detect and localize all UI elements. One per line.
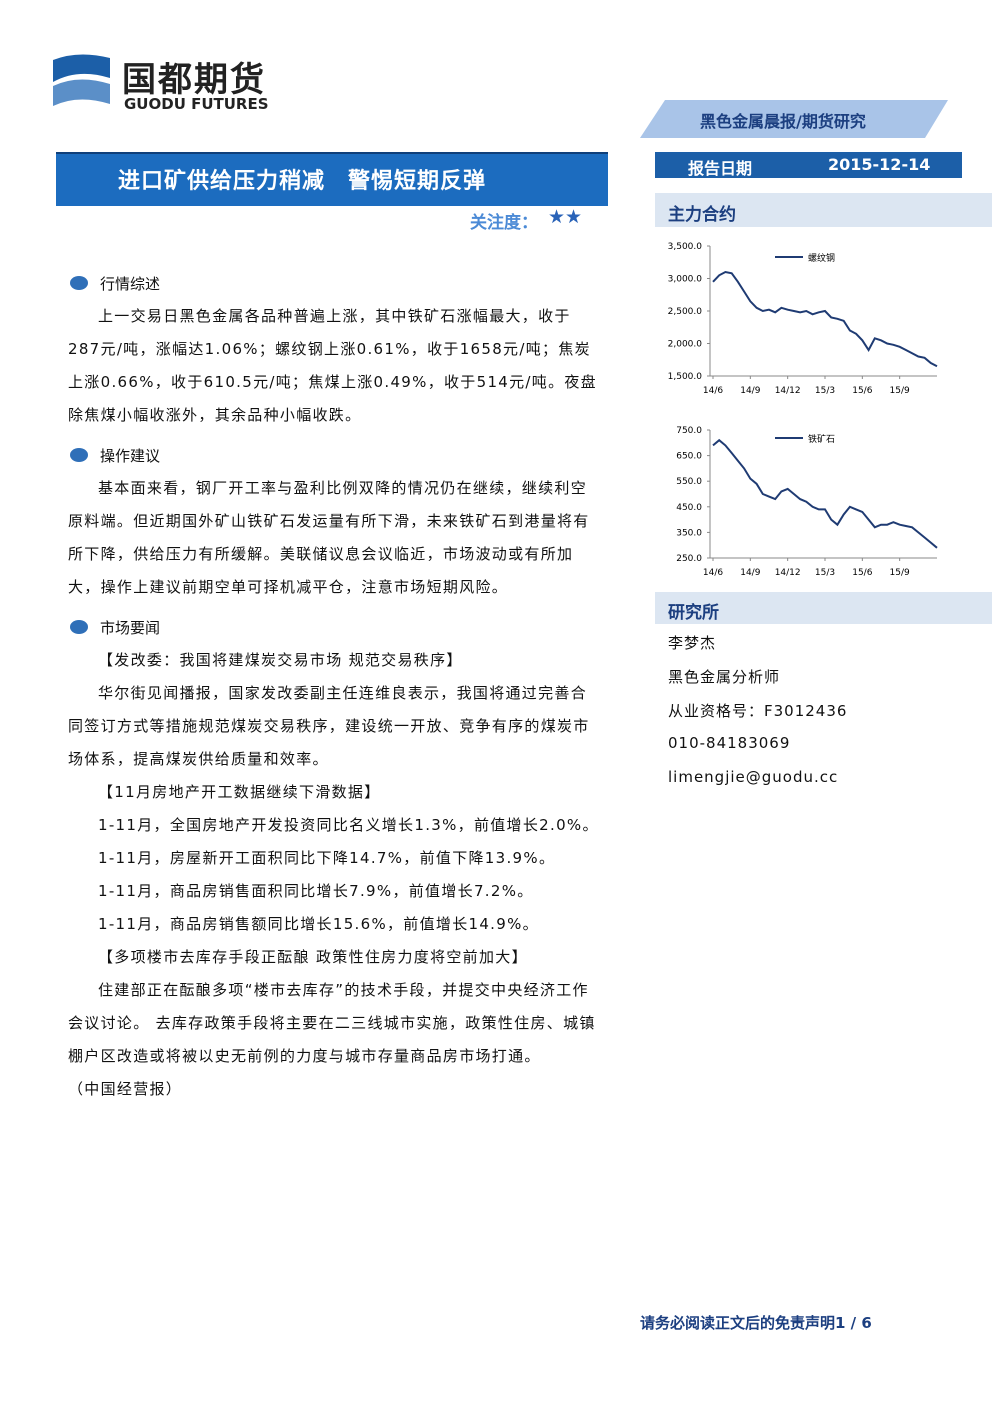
report-type: 黑色金属晨报/期货研究 [700, 112, 866, 131]
attention-label: 关注度： [470, 213, 538, 233]
paragraph: 1-11月，房屋新开工面积同比下降14.7%，前值下降13.9%。 [98, 849, 556, 867]
heading-bar [655, 193, 992, 227]
line-series [712, 438, 938, 549]
paragraph: 基本面来看，钢厂开工率与盈利比例双降的情况仍在继续，继续利空原料端。但近期国外矿… [68, 479, 590, 596]
y-tick-label: 2,000.0 [668, 340, 703, 350]
paragraph: 1-11月，商品房销售额同比增长15.6%，前值增长14.9%。 [98, 915, 539, 933]
analyst-line: 李梦杰 [668, 634, 717, 652]
x-tick-label: 14/6 [703, 386, 723, 396]
legend-label: 螺纹钢 [808, 252, 835, 264]
date-label: 报告日期 [688, 159, 753, 178]
logo-mark [53, 54, 110, 106]
y-tick-label: 450.0 [676, 503, 702, 513]
stars: ★★ [548, 206, 583, 228]
section-heading-text: 操作建议 [100, 447, 161, 465]
x-tick-label: 15/9 [890, 386, 910, 396]
paragraph: 【发改委：我国将建煤炭交易市场 规范交易秩序】 [98, 651, 463, 669]
title: 进口矿供给压力稍减 警惕短期反弹 [118, 169, 487, 194]
section-heading: 行情综述 [68, 268, 600, 300]
line-series [712, 270, 938, 368]
research-heading: 研究所 [668, 603, 719, 623]
x-tick-label: 15/6 [852, 386, 872, 396]
section-icon [70, 448, 88, 462]
date: 2015-12-14 [828, 155, 931, 174]
section-heading: 市场要闻 [68, 612, 600, 644]
section: 操作建议基本面来看，钢厂开工率与盈利比例双降的情况仍在继续，继续利空原料端。但近… [68, 440, 600, 604]
x-tick-label: 15/3 [815, 386, 835, 396]
main-contract-heading: 主力合约 [668, 205, 736, 225]
x-tick-label: 14/12 [775, 568, 801, 578]
y-tick-label: 1,500.0 [668, 372, 703, 382]
x-tick-label: 15/9 [890, 568, 910, 578]
paragraph: 上一交易日黑色金属各品种普遍上涨，其中铁矿石涨幅最大，收于287元/吨，涨幅达1… [68, 307, 597, 424]
x-tick-label: 15/6 [852, 568, 872, 578]
y-tick-label: 3,500.0 [668, 242, 703, 252]
y-tick-label: 3,000.0 [668, 275, 703, 285]
section-icon [70, 620, 88, 634]
x-tick-label: 14/6 [703, 568, 723, 578]
analyst-line: limengjie@guodu.cc [668, 768, 839, 786]
x-tick-label: 14/9 [740, 386, 760, 396]
paragraph: 华尔街见闻播报，国家发改委副主任连维良表示，我国将通过完善合同签订方式等措施规范… [68, 684, 590, 768]
charts: 1,500.0 2,000.0 2,500.0 3,000.0 3,500.0 14/6 1… [668, 242, 938, 578]
analyst-line: 黑色金属分析师 [668, 668, 781, 686]
section-heading-text: 行情综述 [100, 275, 161, 293]
date-bar [655, 152, 962, 178]
section: 行情综述上一交易日黑色金属各品种普遍上涨，其中铁矿石涨幅最大，收于287元/吨，… [68, 268, 600, 432]
section: 市场要闻【发改委：我国将建煤炭交易市场 规范交易秩序】华尔街见闻播报，国家发改委… [68, 612, 600, 1106]
y-tick-label: 350.0 [676, 528, 702, 538]
y-tick-label: 550.0 [676, 477, 702, 487]
y-tick-label: 250.0 [676, 554, 702, 564]
section-heading: 操作建议 [68, 440, 600, 472]
section-heading-text: 市场要闻 [100, 619, 161, 637]
report-type-banner [640, 100, 948, 138]
x-tick-label: 14/12 [775, 386, 801, 396]
y-tick-label: 650.0 [676, 452, 702, 462]
x-tick-label: 15/3 [815, 568, 835, 578]
x-tick-label: 14/9 [740, 568, 760, 578]
y-tick-label: 2,500.0 [668, 307, 703, 317]
logo-cn: 国都期货 [122, 60, 266, 100]
source: （中国经营报） [68, 1080, 183, 1098]
paragraph: 1-11月，商品房销售面积同比增长7.9%，前值增长7.2%。 [98, 882, 534, 900]
footer: 请务必阅读正文后的免责声明1 / 6 [640, 1314, 872, 1332]
title-bar [56, 152, 608, 206]
paragraph: 【多项楼市去库存手段正酝酿 政策性住房力度将空前加大】 [98, 948, 528, 966]
logo-en: GUODU FUTURES [124, 95, 269, 113]
paragraph: 1-11月，全国房地产开发投资同比名义增长1.3%，前值增长2.0%。 [98, 816, 599, 834]
legend-label: 铁矿石 [808, 433, 835, 445]
paragraph: 【11月房地产开工数据继续下滑数据】 [98, 783, 381, 801]
analyst-line: 010-84183069 [668, 734, 791, 752]
body: 行情综述上一交易日黑色金属各品种普遍上涨，其中铁矿石涨幅最大，收于287元/吨，… [68, 268, 600, 1114]
paragraph: 住建部正在酝酿多项“楼市去库存”的技术手段，并提交中央经济工作会议讨论。 去库存… [68, 981, 596, 1065]
y-tick-label: 750.0 [676, 426, 702, 436]
analyst-line: 从业资格号：F3012436 [668, 702, 848, 720]
heading-bar [655, 592, 992, 624]
section-icon [70, 276, 88, 290]
